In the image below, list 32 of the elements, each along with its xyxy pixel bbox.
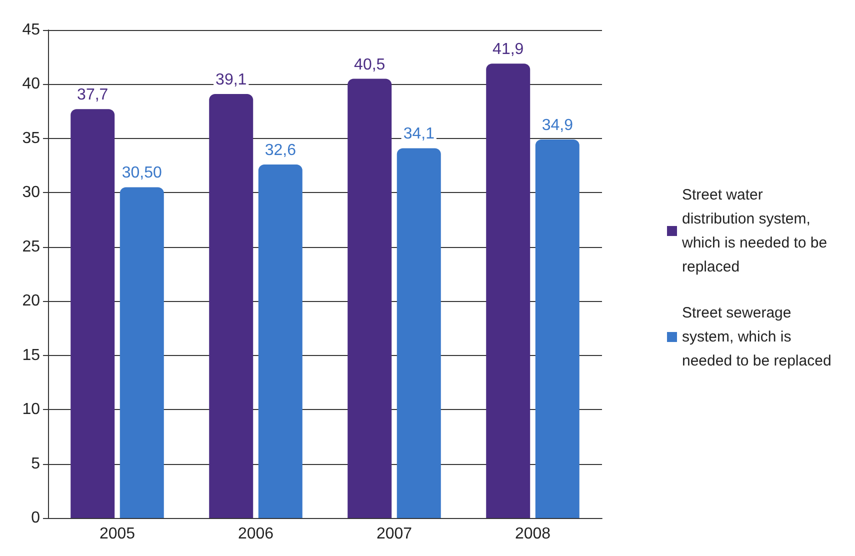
legend-label: Street sewerage system, which is needed to be replaced xyxy=(682,304,832,370)
data-label: 34,1 xyxy=(403,126,435,143)
data-label: 37,7 xyxy=(77,86,108,104)
data-label: 34,9 xyxy=(542,117,574,134)
bar xyxy=(535,140,580,518)
x-tick-label: 2007 xyxy=(376,526,412,542)
y-tick-label: 35 xyxy=(22,130,40,147)
bar xyxy=(258,164,302,518)
legend-label: Street water distribution system, which is needed to be replaced xyxy=(681,186,832,276)
y-tick-label: 15 xyxy=(22,346,40,364)
data-label: 32,6 xyxy=(264,142,296,159)
data-label: 30,50 xyxy=(122,164,162,182)
bar xyxy=(348,78,392,518)
x-tick-label: 2008 xyxy=(514,526,551,542)
y-tick-label: 20 xyxy=(22,292,40,310)
bar xyxy=(209,94,254,518)
y-tick-label: 5 xyxy=(31,455,40,472)
y-tick-label: 25 xyxy=(22,238,40,256)
y-tick-label: 45 xyxy=(22,22,40,38)
data-label: 41,9 xyxy=(492,41,524,58)
data-label: 40,5 xyxy=(354,56,386,74)
bar xyxy=(486,64,530,518)
bar xyxy=(120,187,164,518)
data-label: 39,1 xyxy=(216,71,247,88)
y-tick-label: 0 xyxy=(31,510,40,526)
y-tick-label: 30 xyxy=(22,184,40,202)
y-tick-label: 10 xyxy=(22,401,40,418)
bar xyxy=(396,148,441,518)
x-tick-label: 2005 xyxy=(99,526,136,542)
bar xyxy=(70,109,115,518)
y-tick-label: 40 xyxy=(22,76,40,93)
x-tick-label: 2006 xyxy=(238,526,274,542)
